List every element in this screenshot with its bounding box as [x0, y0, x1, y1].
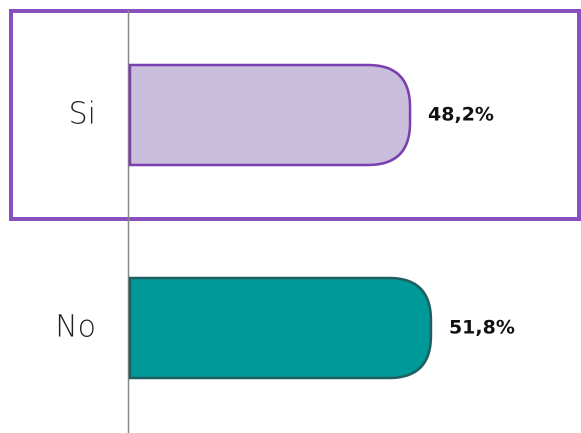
bar: [128, 276, 433, 380]
category-label: Si: [69, 97, 96, 132]
value-label: 48,2%: [428, 104, 494, 126]
highlight-frame: [9, 9, 581, 221]
bar: [128, 63, 412, 167]
category-label: No: [55, 310, 96, 345]
value-label: 51,8%: [449, 317, 515, 339]
